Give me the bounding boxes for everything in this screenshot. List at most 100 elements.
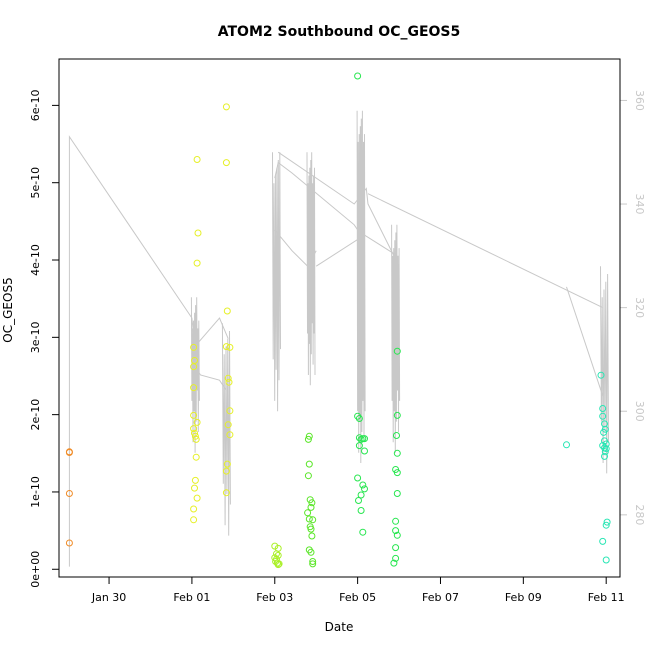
x-tick-label: Feb 09 <box>505 591 542 604</box>
data-point <box>354 474 362 482</box>
x-tick-label: Feb 01 <box>173 591 210 604</box>
data-point <box>191 484 198 492</box>
y-tick-label: 0e+00 <box>29 551 42 588</box>
y-tick-label: 3e-10 <box>29 321 42 353</box>
data-point <box>304 509 312 517</box>
data-point <box>224 374 232 382</box>
secondary-series-line <box>274 161 359 231</box>
data-point <box>192 453 200 461</box>
data-point <box>193 156 201 163</box>
x-tick-label: Feb 07 <box>422 591 459 604</box>
data-point <box>393 469 401 477</box>
data-point <box>226 431 234 439</box>
data-point <box>393 411 401 419</box>
plot-frame <box>58 58 621 578</box>
data-point <box>601 452 608 460</box>
data-point <box>222 467 230 475</box>
data-point <box>599 537 607 545</box>
data-point <box>224 421 232 429</box>
data-point <box>355 434 363 442</box>
data-point <box>393 449 401 457</box>
data-point <box>601 420 608 428</box>
y2-tick-label: 360 <box>633 90 646 111</box>
data-point <box>361 435 368 443</box>
secondary-series-layer <box>68 110 609 567</box>
data-point <box>359 481 367 489</box>
y-tick-label: 1e-10 <box>29 476 42 508</box>
data-point <box>355 442 363 450</box>
y-tick-label: 2e-10 <box>29 399 42 431</box>
x-tick-label: Feb 03 <box>256 591 293 604</box>
secondary-series-burst <box>356 110 366 464</box>
data-point <box>602 440 610 448</box>
data-point <box>191 429 198 437</box>
data-point <box>601 448 609 456</box>
data-point <box>65 490 73 497</box>
points-layer <box>65 72 611 569</box>
data-point <box>223 307 231 315</box>
data-point <box>274 561 282 569</box>
secondary-series-burst <box>272 152 281 412</box>
data-point <box>304 472 312 480</box>
data-point <box>304 435 312 443</box>
data-point <box>602 445 610 453</box>
secondary-series-line <box>367 193 603 309</box>
secondary-series-line <box>196 317 229 345</box>
data-point <box>357 491 365 499</box>
secondary-series-line <box>277 151 400 267</box>
y2-tick-label: 320 <box>633 297 646 318</box>
secondary-series-burst <box>600 266 609 474</box>
data-point <box>225 378 233 386</box>
data-point <box>361 447 368 455</box>
data-point <box>223 460 231 468</box>
data-point <box>354 72 362 80</box>
x-tick-label: Feb 11 <box>588 591 625 604</box>
data-point <box>393 432 400 439</box>
y2-tick-label: 280 <box>633 504 646 525</box>
data-point <box>563 441 570 449</box>
data-point <box>190 411 198 419</box>
data-point <box>392 544 400 552</box>
data-point <box>305 432 313 440</box>
data-point <box>309 516 317 524</box>
secondary-series-burst <box>391 224 401 453</box>
data-point <box>308 499 316 507</box>
data-point <box>307 548 315 556</box>
x-tick-label: Feb 05 <box>339 591 376 604</box>
data-point <box>65 539 73 547</box>
data-point <box>193 494 201 502</box>
data-point <box>192 435 200 443</box>
y2-tick-label: 300 <box>633 401 646 422</box>
x-tick-label: Jan 30 <box>91 591 126 604</box>
data-point <box>392 554 400 562</box>
data-point <box>361 485 368 493</box>
secondary-series-burst <box>190 297 200 453</box>
data-point <box>309 560 317 568</box>
data-point <box>393 490 401 497</box>
data-point <box>599 405 607 412</box>
data-point <box>597 371 605 379</box>
data-point <box>392 527 400 535</box>
y2-tick-label: 340 <box>633 194 646 215</box>
data-point <box>194 229 202 237</box>
data-point <box>275 560 283 568</box>
data-point <box>222 103 230 111</box>
axes-layer: Jan 30 Feb 01 Feb 03 Feb 05 Feb 07 Feb 09 Feb … <box>29 90 646 604</box>
data-point <box>354 412 362 420</box>
data-point <box>307 503 315 511</box>
x-axis-label: Date <box>325 620 354 634</box>
data-point <box>600 428 608 436</box>
data-point <box>190 343 198 351</box>
data-point <box>190 363 198 371</box>
data-point <box>602 521 610 529</box>
data-point <box>355 497 362 504</box>
data-point <box>603 518 611 526</box>
data-point <box>390 559 398 567</box>
secondary-series-burst <box>306 152 316 386</box>
data-point <box>190 425 198 433</box>
data-point <box>355 415 363 422</box>
data-point <box>305 515 313 523</box>
data-point <box>193 259 201 267</box>
data-point <box>191 432 199 440</box>
data-point <box>65 449 73 456</box>
